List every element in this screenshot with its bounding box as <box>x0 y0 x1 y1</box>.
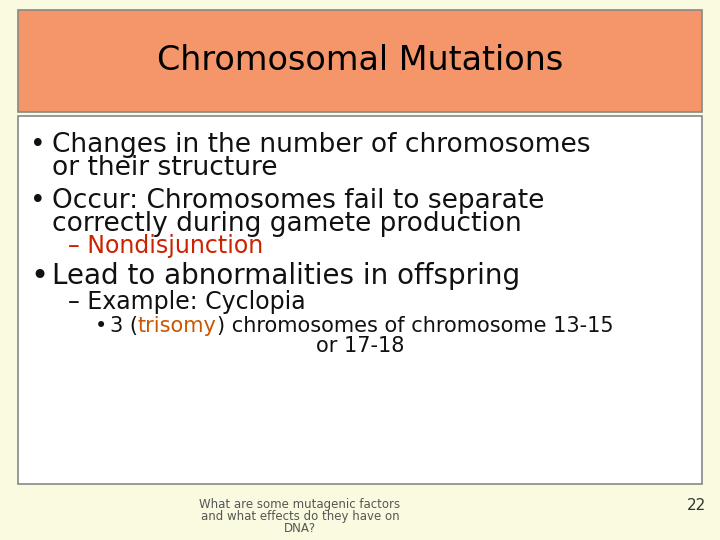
Text: Lead to abnormalities in offspring: Lead to abnormalities in offspring <box>52 262 520 290</box>
Text: •: • <box>30 188 45 214</box>
Text: or their structure: or their structure <box>52 155 277 181</box>
Text: – Example: Cyclopia: – Example: Cyclopia <box>68 290 305 314</box>
Text: correctly during gamete production: correctly during gamete production <box>52 211 522 237</box>
Text: Changes in the number of chromosomes: Changes in the number of chromosomes <box>52 132 590 158</box>
Text: or 17-18: or 17-18 <box>316 336 404 356</box>
FancyBboxPatch shape <box>18 10 702 112</box>
Text: trisomy: trisomy <box>138 316 217 336</box>
Text: ) chromosomes of chromosome 13-15: ) chromosomes of chromosome 13-15 <box>217 316 613 336</box>
Text: •: • <box>95 316 107 336</box>
Text: and what effects do they have on: and what effects do they have on <box>201 510 400 523</box>
Text: – Nondisjunction: – Nondisjunction <box>68 234 264 258</box>
FancyBboxPatch shape <box>18 116 702 484</box>
Text: 3 (: 3 ( <box>110 316 138 336</box>
Text: What are some mutagenic factors: What are some mutagenic factors <box>199 498 400 511</box>
Text: DNA?: DNA? <box>284 522 316 535</box>
Text: Chromosomal Mutations: Chromosomal Mutations <box>157 44 563 78</box>
Text: •: • <box>30 262 48 291</box>
Text: 22: 22 <box>687 498 706 513</box>
Text: •: • <box>30 132 45 158</box>
Text: Occur: Chromosomes fail to separate: Occur: Chromosomes fail to separate <box>52 188 544 214</box>
